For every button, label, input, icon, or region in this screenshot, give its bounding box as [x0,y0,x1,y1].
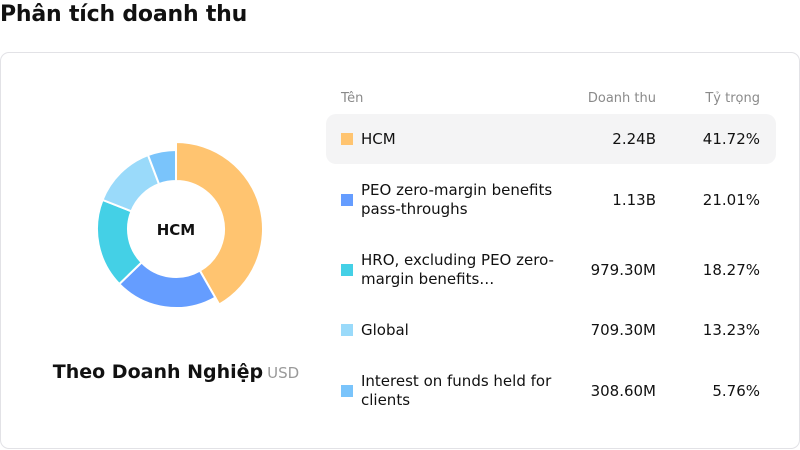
currency-unit: USD [267,364,300,382]
row-name: PEO zero-margin benefits pass-throughs [361,181,553,218]
row-revenue: 709.30M [590,321,656,339]
header-revenue: Doanh thu [587,90,656,106]
table-row[interactable]: HCM 2.24B 41.72% [326,114,776,164]
table-row[interactable]: Global 709.30M 13.23% [326,304,776,356]
legend-swatch-icon [341,133,353,145]
revenue-card: HCM Theo Doanh Nghiệp USD Tên Doanh thu T… [0,52,800,449]
revenue-table: Tên Doanh thu Tỷ trọng HCM 2.24B 41.72% … [326,83,776,426]
row-share: 41.72% [702,130,760,148]
row-revenue: 979.30M [590,261,656,279]
donut-segment[interactable] [146,148,177,186]
header-name: Tên [341,90,364,106]
table-row[interactable]: Interest on funds held for clients 308.6… [326,356,776,426]
donut-svg [96,140,264,309]
legend-swatch-icon [341,324,353,336]
row-share: 18.27% [702,261,760,279]
chart-subtitle-text: Theo Doanh Nghiệp [52,361,264,383]
donut-chart: HCM [81,135,271,325]
row-revenue: 2.24B [612,130,656,148]
legend-swatch-icon [341,194,353,206]
header-share: Tỷ trọng [705,90,760,106]
row-share: 5.76% [712,382,760,400]
legend-swatch-icon [341,385,353,397]
row-name: HCM [361,129,396,148]
row-name: HRO, excluding PEO zero-margin benefits… [361,251,554,288]
row-name: Interest on funds held for clients [361,372,552,409]
table-row[interactable]: HRO, excluding PEO zero-margin benefits…… [326,236,776,304]
table-row[interactable]: PEO zero-margin benefits pass-throughs 1… [326,164,776,236]
donut-segment[interactable] [175,140,264,306]
row-revenue: 308.60M [590,382,656,400]
legend-swatch-icon [341,264,353,276]
donut-center-label: HCM [156,221,196,239]
row-name: Global [361,320,409,339]
page-title: Phân tích doanh thu [0,2,248,27]
row-share: 21.01% [702,191,760,209]
table-header: Tên Doanh thu Tỷ trọng [326,83,776,113]
chart-subtitle: Theo Doanh Nghiệp USD [1,361,351,383]
row-revenue: 1.13B [612,191,656,209]
row-share: 13.23% [702,321,760,339]
